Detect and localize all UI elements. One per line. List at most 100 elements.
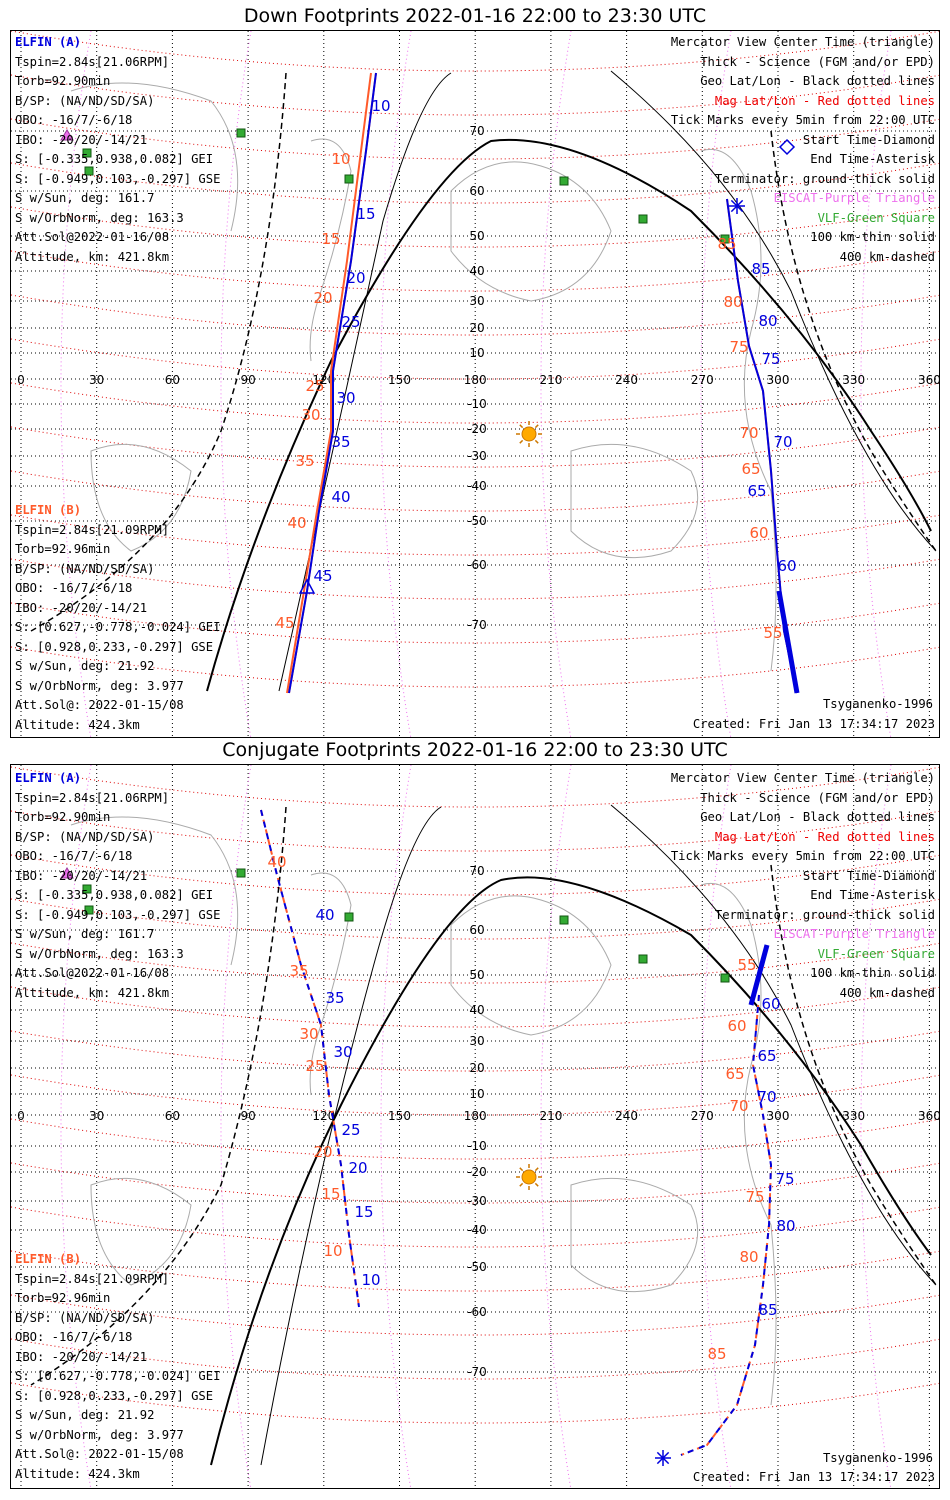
info-line: Tspin=2.84s[21.09RPM] <box>15 1271 170 1286</box>
lon-tick-label: 60 <box>165 1109 180 1123</box>
lat-tick-label: 10 <box>469 346 484 360</box>
lon-tick-label: 300 <box>767 1109 790 1123</box>
lat-tick-label: -40 <box>467 1223 487 1237</box>
legend-line: End Time-Asterisk <box>810 888 935 902</box>
mag-parallel <box>11 986 939 1028</box>
mag-meridian <box>220 765 252 1488</box>
info-line: S: [-0.335,0.938,0.082] GEI <box>15 888 214 902</box>
lat-tick-label: 10 <box>469 1087 484 1101</box>
lat-tick-label: -50 <box>467 1260 487 1274</box>
elfin-a-tick-label: 65 <box>757 1047 776 1065</box>
coastline <box>450 161 612 302</box>
elfin-b-tick-label: 85 <box>707 1345 726 1363</box>
mag-parallel <box>11 74 939 116</box>
mag-parallel <box>11 854 939 896</box>
coastline <box>570 443 699 559</box>
lat-tick-label: -10 <box>467 1139 487 1153</box>
vlf-station-icon <box>344 912 354 922</box>
elfin-a-tick-label: 10 <box>361 1271 380 1289</box>
elfin-b-tick-label: 80 <box>723 293 742 311</box>
model-label: Tsyganenko-1996 <box>822 697 933 711</box>
conjugate-footprints-map: 0 30 60 90 120 150 180 210 240 270 300 330 360 70 60 50… <box>10 764 940 1489</box>
mag-parallel <box>11 206 939 248</box>
legend-line: Thick - Science (FGM and/or EPD) <box>700 54 935 69</box>
lon-tick-label: 210 <box>539 1109 562 1123</box>
info-line: S: [0.627,-0.778,-0.024] GEI <box>15 1369 221 1383</box>
legend: Mercator View Center Time (triangle) Thi… <box>671 33 935 267</box>
lat-tick-label: 70 <box>469 864 484 878</box>
lat-tick-label: -50 <box>467 514 487 528</box>
elfin-b-header: ELFIN (B) <box>15 1252 82 1266</box>
lat-tick-label: 30 <box>469 1034 484 1048</box>
elfin-a-info: ELFIN (A) Tspin=2.84s[21.06RPM] Torb=92.… <box>15 769 220 1003</box>
eiscat-station-icon <box>60 867 74 879</box>
elfin-a-tick-label: 40 <box>315 906 334 924</box>
elfin-a-tick-label: 80 <box>758 312 777 330</box>
info-line: B/SP: (NA/ND/SD/SA) <box>15 829 155 844</box>
info-line: S w/OrbNorm, deg: 3.977 <box>15 678 184 693</box>
info-line: OBO: -16/7/-6/18 <box>15 113 133 127</box>
altitude-400km-line <box>30 806 287 1386</box>
lat-tick-label: -10 <box>467 397 487 411</box>
mag-meridian <box>60 765 92 1488</box>
lon-tick-label: 150 <box>388 1109 411 1123</box>
elfin-a-tick-label: 60 <box>777 557 796 575</box>
elfin-b-tick-label: 15 <box>321 230 340 248</box>
coastline <box>570 1177 699 1293</box>
elfin-b-tick-label: 20 <box>313 289 332 307</box>
elfin-a-header: ELFIN (A) <box>15 35 82 49</box>
legend-line: Start Time-Diamond <box>802 868 935 883</box>
lon-tick-label: 90 <box>240 1109 255 1123</box>
elfin-b-tick-label: 65 <box>741 460 760 478</box>
mag-parallel <box>11 1294 939 1336</box>
elfin-a-track <box>260 809 360 1308</box>
end-asterisk-icon <box>730 199 744 213</box>
info-line: IBO: -20/20/-14/21 <box>15 600 148 615</box>
elfin-a-tick-label: 85 <box>751 260 770 278</box>
elfin-a-tick-label: 45 <box>313 567 332 585</box>
info-line: Att.Sol@2022-01-16/08 <box>15 966 170 980</box>
science-segment <box>748 944 770 1006</box>
altitude-100km-line <box>610 804 937 1286</box>
elfin-a-tick-label: 85 <box>758 1301 777 1319</box>
elfin-b-tick-label: 25 <box>305 1057 324 1075</box>
vlf-station-icon <box>82 884 92 894</box>
mag-parallel <box>11 1338 939 1380</box>
info-line: OBO: -16/7/-6/18 <box>15 1330 133 1344</box>
lon-tick-label: 270 <box>691 1109 714 1123</box>
vlf-station-icon <box>82 148 92 158</box>
info-line: S w/Sun, deg: 21.92 <box>15 1408 155 1422</box>
elfin-a-tick-label: 30 <box>336 389 355 407</box>
info-line: Tspin=2.84s[21.06RPM] <box>15 54 170 69</box>
elfin-b-header: ELFIN (B) <box>15 503 82 517</box>
info-line: S: [-0.949,0.103,-0.297] GSE <box>15 907 221 922</box>
altitude-400km-line <box>770 864 937 1286</box>
elfin-b-tick-label: 60 <box>727 1017 746 1035</box>
lat-tick-label: -70 <box>467 618 487 632</box>
vlf-station-icon <box>638 954 648 964</box>
info-line: IBO: -20/20/-14/21 <box>15 132 148 147</box>
coastline <box>450 895 612 1036</box>
mag-parallel <box>11 766 939 808</box>
elfin-b-tick-label: 60 <box>749 524 768 542</box>
lat-tick-label: -30 <box>467 449 487 463</box>
elfin-b-tick-label: 45 <box>275 614 294 632</box>
mag-meridian <box>860 765 892 1488</box>
altitude-400km-line <box>770 130 937 552</box>
elfin-b-tick-label: 70 <box>729 1097 748 1115</box>
legend-line: EISCAT-Purple Triangle <box>773 191 935 205</box>
sun-ray <box>534 424 539 429</box>
legend-line: Mercator View Center Time (triangle) <box>670 771 935 785</box>
mag-parallel <box>11 162 939 204</box>
lon-tick-label: 150 <box>388 373 411 387</box>
elfin-b-tick-label: 75 <box>745 1188 764 1206</box>
legend-line: Tick Marks every 5min from 22:00 UTC <box>670 113 935 127</box>
lon-tick-label: 30 <box>89 1109 104 1123</box>
altitude-100km-line <box>610 70 937 552</box>
lon-tick-label: 240 <box>615 1109 638 1123</box>
lat-tick-label: 60 <box>469 923 484 937</box>
coastline <box>70 816 239 966</box>
elfin-a-tick-label: 15 <box>354 1203 373 1221</box>
lon-tick-label: 270 <box>691 373 714 387</box>
legend-line: EISCAT-Purple Triangle <box>773 927 935 941</box>
